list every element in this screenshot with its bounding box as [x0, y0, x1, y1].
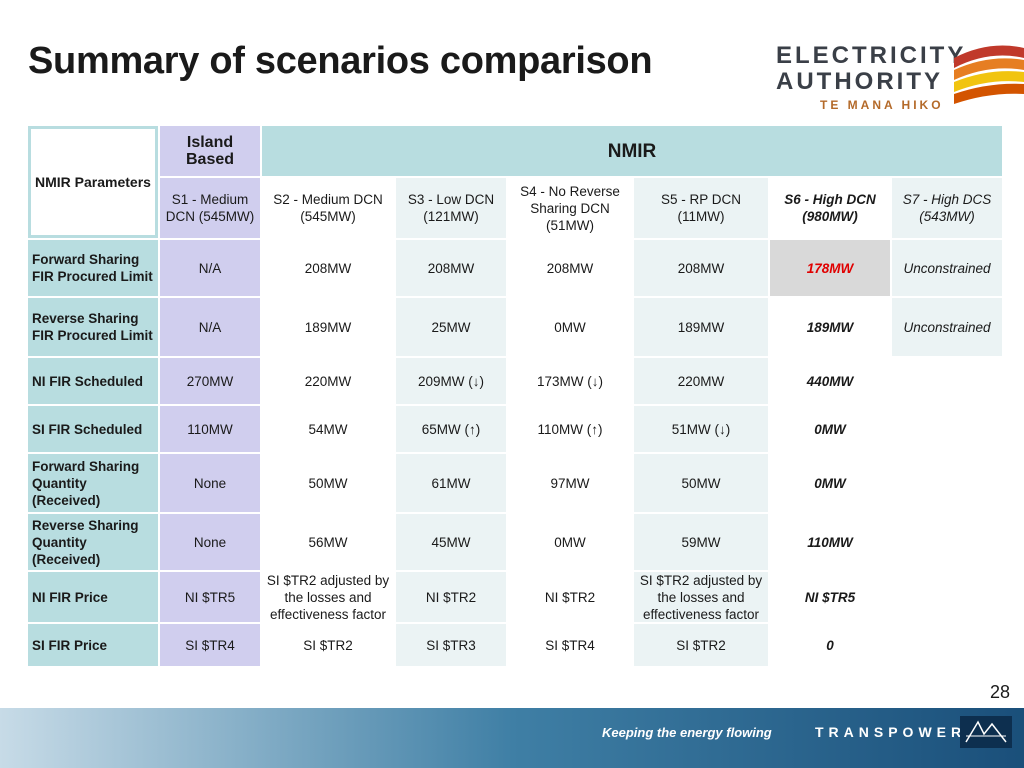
table-cell-highlight: 178MW [770, 240, 890, 296]
table-cell: 0MW [770, 454, 890, 512]
table-cell: 208MW [508, 240, 632, 296]
table-cell: N/A [160, 240, 260, 296]
table-cell: None [160, 514, 260, 570]
table-cell: SI $TR2 adjusted by the losses and effec… [262, 572, 394, 622]
footer-band [0, 708, 1024, 768]
row-label: NI FIR Price [28, 572, 158, 622]
table-cell: N/A [160, 298, 260, 356]
table-cell: SI $TR4 [160, 624, 260, 666]
table-cell: 208MW [396, 240, 506, 296]
table-cell: 51MW (↓) [634, 406, 768, 452]
logo-text-line3: TE MANA HIKO [820, 98, 944, 112]
page-number: 28 [990, 682, 1011, 702]
electricity-authority-logo: ELECTRICITY AUTHORITY TE MANA HIKO [772, 40, 1024, 118]
table-cell: 0MW [508, 298, 632, 356]
row-label: SI FIR Price [28, 624, 158, 666]
table-cell: 0MW [508, 514, 632, 570]
table-cell: 50MW [634, 454, 768, 512]
nmir-header: NMIR [262, 126, 1002, 176]
table-cell: SI $TR4 [508, 624, 632, 666]
scenario-header-s6: S6 - High DCN (980MW) [770, 178, 890, 238]
table-cell: 56MW [262, 514, 394, 570]
table-cell: 440MW [770, 358, 890, 404]
table-cell: 97MW [508, 454, 632, 512]
table-cell: 220MW [262, 358, 394, 404]
table-cell: 189MW [770, 298, 890, 356]
row-label: Reverse Sharing Quantity (Received) [28, 514, 158, 570]
table-cell: NI $TR2 [396, 572, 506, 622]
table-cell: 0 [770, 624, 890, 666]
table-cell: 110MW [770, 514, 890, 570]
transpower-logo-icon [960, 716, 1012, 748]
row-label: SI FIR Scheduled [28, 406, 158, 452]
transpower-brand: TRANSPOWER [815, 724, 967, 740]
table-cell: 25MW [396, 298, 506, 356]
table-cell: 45MW [396, 514, 506, 570]
scenario-header-s2: S2 - Medium DCN (545MW) [262, 178, 394, 238]
table-cell: 208MW [634, 240, 768, 296]
scenario-header-s1: S1 - Medium DCN (545MW) [160, 178, 260, 238]
scenario-header-s3: S3 - Low DCN (121MW) [396, 178, 506, 238]
table-cell: 189MW [262, 298, 394, 356]
table-cell: 209MW (↓) [396, 358, 506, 404]
table-cell: 208MW [262, 240, 394, 296]
scenario-header-s5: S5 - RP DCN (11MW) [634, 178, 768, 238]
table-cell: SI $TR2 adjusted by the losses and effec… [634, 572, 768, 622]
table-cell: 0MW [770, 406, 890, 452]
table-cell: 54MW [262, 406, 394, 452]
table-cell: SI $TR2 [262, 624, 394, 666]
table-cell: Unconstrained [892, 298, 1002, 356]
table-cell: 270MW [160, 358, 260, 404]
row-label: Forward Sharing Quantity (Received) [28, 454, 158, 512]
footer-tagline: Keeping the energy flowing [602, 725, 772, 740]
flag-swoosh-icon [954, 45, 1024, 104]
corner-header: NMIR Parameters [28, 126, 158, 238]
table-cell: 110MW (↑) [508, 406, 632, 452]
table-cell: 59MW [634, 514, 768, 570]
row-label: Reverse Sharing FIR Procured Limit [28, 298, 158, 356]
scenario-header-s7: S7 - High DCS (543MW) [892, 178, 1002, 238]
logo-text-line2: AUTHORITY [776, 68, 943, 95]
table-cell: 189MW [634, 298, 768, 356]
row-label: Forward Sharing FIR Procured Limit [28, 240, 158, 296]
table-cell: 61MW [396, 454, 506, 512]
slide-title: Summary of scenarios comparison [28, 40, 653, 82]
table-cell: NI $TR5 [770, 572, 890, 622]
table-cell: 220MW [634, 358, 768, 404]
table-cell: NI $TR5 [160, 572, 260, 622]
table-cell: Unconstrained [892, 240, 1002, 296]
table-cell: NI $TR2 [508, 572, 632, 622]
table-cell: SI $TR3 [396, 624, 506, 666]
logo-text-line1: ELECTRICITY [776, 42, 967, 69]
table-cell: 65MW (↑) [396, 406, 506, 452]
table-cell: None [160, 454, 260, 512]
island-based-header: Island Based [160, 126, 260, 176]
table-cell: 110MW [160, 406, 260, 452]
row-label: NI FIR Scheduled [28, 358, 158, 404]
table-cell: 173MW (↓) [508, 358, 632, 404]
table-cell: SI $TR2 [634, 624, 768, 666]
scenario-header-s4: S4 - No Reverse Sharing DCN (51MW) [508, 178, 632, 238]
table-cell: 50MW [262, 454, 394, 512]
